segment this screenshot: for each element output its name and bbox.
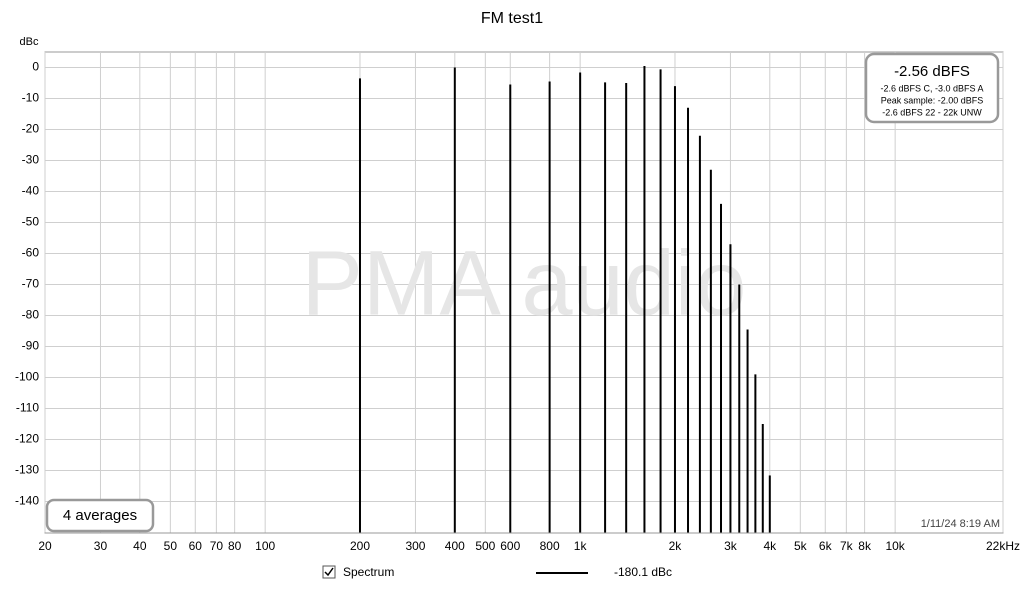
x-tick-label: 60 — [189, 539, 203, 553]
x-tick-label: 10k — [885, 539, 905, 553]
x-tick-label: 200 — [350, 539, 370, 553]
y-tick-label: -120 — [15, 432, 39, 446]
x-tick-label: 2k — [669, 539, 683, 553]
x-tick-label: 20 — [38, 539, 52, 553]
legend-checkbox[interactable] — [322, 565, 336, 579]
x-tick-label: 600 — [500, 539, 520, 553]
legend-label: Spectrum — [343, 565, 394, 579]
x-tick-label: 1k — [574, 539, 588, 553]
grid — [44, 52, 1004, 533]
info-line: -2.6 dBFS 22 - 22k UNW — [882, 107, 982, 117]
x-tick-label: 500 — [475, 539, 495, 553]
y-axis-label: dBc — [20, 36, 39, 48]
x-tick-label: 800 — [540, 539, 560, 553]
x-tick-label: 300 — [405, 539, 425, 553]
info-box — [864, 52, 1000, 124]
x-tick-label: 100 — [255, 539, 275, 553]
y-tick-label: -90 — [22, 339, 40, 353]
x-tick-label: 80 — [228, 539, 242, 553]
info-headline: -2.56 dBFS — [894, 63, 970, 80]
y-tick-label: -130 — [15, 463, 39, 477]
x-tick-label: 8k — [858, 539, 872, 553]
x-tick-label: 6k — [819, 539, 833, 553]
y-tick-label: -80 — [22, 308, 40, 322]
x-tick-label: 3k — [724, 539, 738, 553]
y-tick-label: -20 — [22, 122, 40, 136]
y-tick-label: -140 — [15, 494, 39, 508]
x-tick-label: 400 — [445, 539, 465, 553]
watermark: PMA audio — [302, 232, 747, 334]
y-tick-label: -40 — [22, 184, 40, 198]
info-line: Peak sample: -2.00 dBFS — [881, 95, 984, 105]
legend-value: -180.1 dBc — [614, 565, 672, 579]
chart-title: FM test1 — [481, 10, 543, 27]
x-tick-label: 22kHz — [986, 539, 1020, 553]
timestamp: 1/11/24 8:19 AM — [921, 518, 1000, 530]
averages-box — [45, 498, 155, 533]
plot-area — [44, 51, 1004, 534]
info-line: -2.6 dBFS C, -3.0 dBFS A — [880, 83, 983, 93]
marks — [358, 65, 771, 533]
y-tick-label: -110 — [16, 401, 39, 415]
x-tick-label: 70 — [210, 539, 224, 553]
checkmark — [324, 567, 334, 577]
x-tick-label: 5k — [794, 539, 808, 553]
y-tick-label: -50 — [22, 215, 40, 229]
y-tick-label: 0 — [32, 60, 39, 74]
x-tick-label: 30 — [94, 539, 108, 553]
y-tick-label: -70 — [22, 277, 40, 291]
x-tick-label: 4k — [763, 539, 777, 553]
y-tick-label: -10 — [22, 91, 40, 105]
x-tick-label: 40 — [133, 539, 147, 553]
y-tick-label: -60 — [22, 246, 40, 260]
x-tick-label: 50 — [164, 539, 178, 553]
x-tick-label: 7k — [840, 539, 854, 553]
y-tick-label: -100 — [15, 370, 39, 384]
y-tick-label: -30 — [22, 153, 40, 167]
averages: 4 averages — [63, 507, 137, 524]
